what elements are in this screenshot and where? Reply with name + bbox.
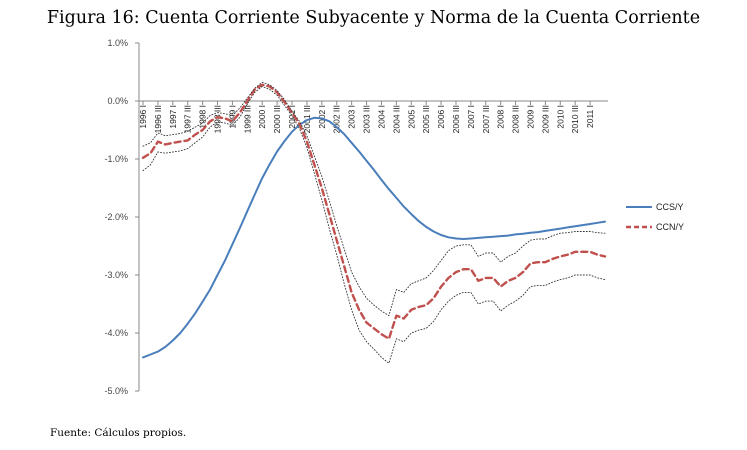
x-tick-label: 2000 III [272,105,282,133]
x-tick-label: 2000 I [257,105,267,129]
y-axis-ticks: 1.0% 0.0% -1.0% -2.0% -3.0% -4.0% -5.0% [104,38,139,396]
series-line-ccs-y [142,116,606,359]
chart-series [141,81,607,364]
chart-legend: CCS/Y CCN/Y [626,202,684,232]
x-tick-label: 2006 I [436,105,446,129]
y-tick-label: 0.0% [107,96,128,106]
x-tick-label: 2002 I [317,105,327,129]
x-tick-label: 2009 III [540,105,550,133]
x-tick-label: 2007 I [466,105,476,129]
x-tick-label: 2011 I [585,105,595,128]
x-tick-label: 2004 I [376,105,386,129]
x-tick-label: 1997 III [183,105,193,133]
legend-label: CCN/Y [656,222,684,232]
x-tick-label: 2006 III [451,105,461,133]
y-tick-label: -4.0% [104,328,128,338]
legend-label: CCS/Y [656,202,684,212]
x-tick-label: 2003 III [362,105,372,133]
series-line-ccn-y [141,83,607,340]
x-tick-label: 2007 III [481,105,491,133]
x-tick-label: 2008 I [496,105,506,129]
x-tick-label: 1998 I [198,105,208,129]
x-tick-label: 2008 III [511,105,521,133]
x-axis-ticks: 1996 I 1996 III 1997 I 1997 III 1998 I 1998 I… [138,101,595,133]
chart-axes [138,43,608,391]
y-tick-label: -5.0% [104,386,128,396]
x-tick-label: 2002 III [332,105,342,133]
x-tick-label: 2001 I [287,105,297,129]
x-tick-label: 2005 III [421,105,431,133]
x-tick-label: 2009 I [525,105,535,129]
confidence-band-line [142,81,606,317]
x-tick-label: 1997 I [168,105,178,129]
x-tick-label: 2010 III [570,105,580,133]
x-tick-label: 1996 I [138,105,148,129]
y-tick-label: -2.0% [104,212,128,222]
confidence-band-line [142,86,606,364]
y-tick-label: 1.0% [107,38,128,48]
y-tick-label: -1.0% [104,154,128,164]
x-tick-label: 2005 I [406,105,416,129]
x-tick-label: 2004 III [391,105,401,133]
line-chart: 1.0% 0.0% -1.0% -2.0% -3.0% -4.0% -5.0% 1996 I… [104,38,684,396]
x-tick-label: 2010 I [555,105,565,129]
x-tick-label: 1996 III [153,105,163,133]
x-tick-label: 1998 III [213,105,223,133]
chart-title: Figura 16: Cuenta Corriente Subyacente y… [46,8,701,28]
x-tick-label: 2003 I [347,105,357,129]
x-tick-label: 1999 I [227,105,237,129]
y-tick-label: -3.0% [104,270,128,280]
x-tick-label: 1999 III [242,105,252,133]
source-note: Fuente: Cálculos propios. [50,427,187,439]
